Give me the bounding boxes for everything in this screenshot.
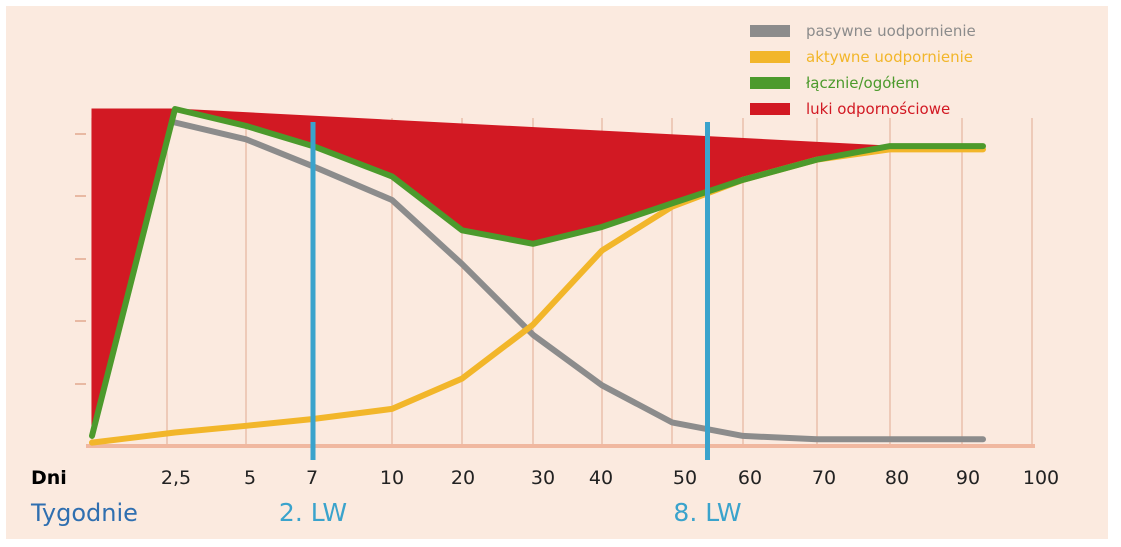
x-tick-label-30: 30 [531,467,555,489]
x-tick-label-7: 7 [306,467,318,489]
legend-label-1: pasywne uodpornienie [806,22,976,40]
x-tick-label-40: 40 [589,467,613,489]
x-tick-label-60: 60 [738,467,762,489]
x-tick-label-80: 80 [885,467,909,489]
chart-background [6,6,1108,539]
legend-label-4: luki odpornościowe [806,100,950,118]
x-tick-label-20: 20 [451,467,475,489]
x-tick-label-100: 100 [1023,467,1059,489]
x-axis-label-days: Dni [31,467,67,489]
immunity-gap-area [91,108,891,437]
x-tick-label-2,5: 2,5 [161,467,191,489]
x-tick-label-5: 5 [244,467,256,489]
legend-swatch-1 [750,25,790,37]
legend-swatch-4 [750,103,790,115]
x-tick-label-10: 10 [380,467,404,489]
legend-swatch-3 [750,77,790,89]
lw-marker-label-2: 8. LW [673,498,741,527]
x-tick-label-50: 50 [673,467,697,489]
legend-label-2: aktywne uodpornienie [806,48,973,66]
legend-label-3: łącznie/ogółem [806,74,920,92]
legend-swatch-2 [750,51,790,63]
x-tick-label-90: 90 [956,467,980,489]
lw-marker-label-1: 2. LW [279,498,347,527]
x-axis-label-weeks: Tygodnie [30,499,138,527]
x-tick-label-70: 70 [812,467,836,489]
total-immunity-line [89,106,986,439]
